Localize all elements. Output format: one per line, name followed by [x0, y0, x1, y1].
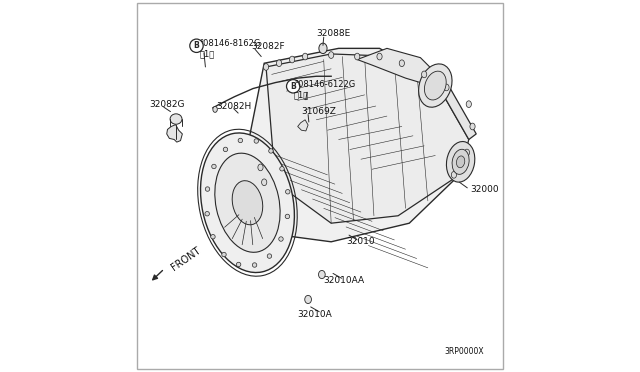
Text: 32082G: 32082G: [149, 100, 184, 109]
Text: 31069Z: 31069Z: [301, 107, 336, 116]
Polygon shape: [266, 54, 468, 223]
Ellipse shape: [238, 138, 243, 143]
Ellipse shape: [268, 254, 271, 258]
Text: 32000: 32000: [470, 185, 499, 194]
Text: °08146-8162G
（1）: °08146-8162G （1）: [199, 39, 260, 58]
Ellipse shape: [465, 149, 470, 156]
Ellipse shape: [355, 53, 360, 60]
Ellipse shape: [466, 101, 472, 108]
Text: 32082H: 32082H: [216, 102, 251, 110]
Ellipse shape: [399, 60, 404, 67]
Ellipse shape: [285, 214, 290, 219]
Polygon shape: [439, 82, 476, 140]
Ellipse shape: [223, 147, 228, 152]
Circle shape: [287, 80, 300, 93]
Text: B: B: [194, 41, 200, 50]
Ellipse shape: [264, 64, 269, 70]
Ellipse shape: [279, 237, 284, 241]
Ellipse shape: [447, 141, 475, 182]
Ellipse shape: [377, 53, 382, 60]
Ellipse shape: [319, 43, 327, 54]
Text: 32010: 32010: [346, 237, 374, 246]
Ellipse shape: [451, 171, 456, 178]
Text: 32010A: 32010A: [298, 310, 332, 319]
Ellipse shape: [262, 179, 267, 186]
Ellipse shape: [236, 262, 241, 267]
Ellipse shape: [205, 187, 210, 191]
Circle shape: [190, 39, 203, 52]
Ellipse shape: [422, 71, 427, 78]
Ellipse shape: [269, 149, 273, 153]
Ellipse shape: [252, 263, 257, 267]
Ellipse shape: [285, 189, 290, 194]
Ellipse shape: [456, 156, 465, 168]
Ellipse shape: [200, 133, 294, 273]
Ellipse shape: [419, 64, 452, 107]
Ellipse shape: [205, 212, 209, 216]
Ellipse shape: [211, 234, 215, 239]
Ellipse shape: [212, 164, 216, 169]
Ellipse shape: [170, 114, 182, 124]
Ellipse shape: [452, 149, 469, 174]
Ellipse shape: [289, 56, 294, 63]
Ellipse shape: [254, 139, 259, 143]
Polygon shape: [167, 125, 182, 142]
Polygon shape: [242, 48, 468, 242]
Text: FRONT: FRONT: [170, 245, 202, 272]
Polygon shape: [357, 48, 447, 89]
Ellipse shape: [424, 71, 446, 100]
Text: 3RP0000X: 3RP0000X: [445, 347, 484, 356]
Ellipse shape: [258, 164, 263, 171]
Text: 32010AA: 32010AA: [324, 276, 365, 285]
Ellipse shape: [213, 106, 218, 112]
Text: 32082F: 32082F: [251, 42, 285, 51]
Ellipse shape: [221, 252, 226, 257]
Ellipse shape: [444, 84, 449, 91]
Ellipse shape: [319, 270, 325, 279]
Text: 32088E: 32088E: [316, 29, 351, 38]
Ellipse shape: [305, 295, 312, 304]
Ellipse shape: [303, 53, 308, 60]
Text: °08146-6122G
（1）: °08146-6122G （1）: [294, 80, 355, 99]
Ellipse shape: [470, 123, 475, 130]
Ellipse shape: [215, 153, 280, 252]
Ellipse shape: [232, 181, 263, 225]
Polygon shape: [298, 120, 308, 131]
Text: B: B: [291, 82, 296, 91]
Ellipse shape: [276, 60, 282, 67]
Ellipse shape: [280, 167, 284, 171]
Ellipse shape: [328, 52, 334, 58]
